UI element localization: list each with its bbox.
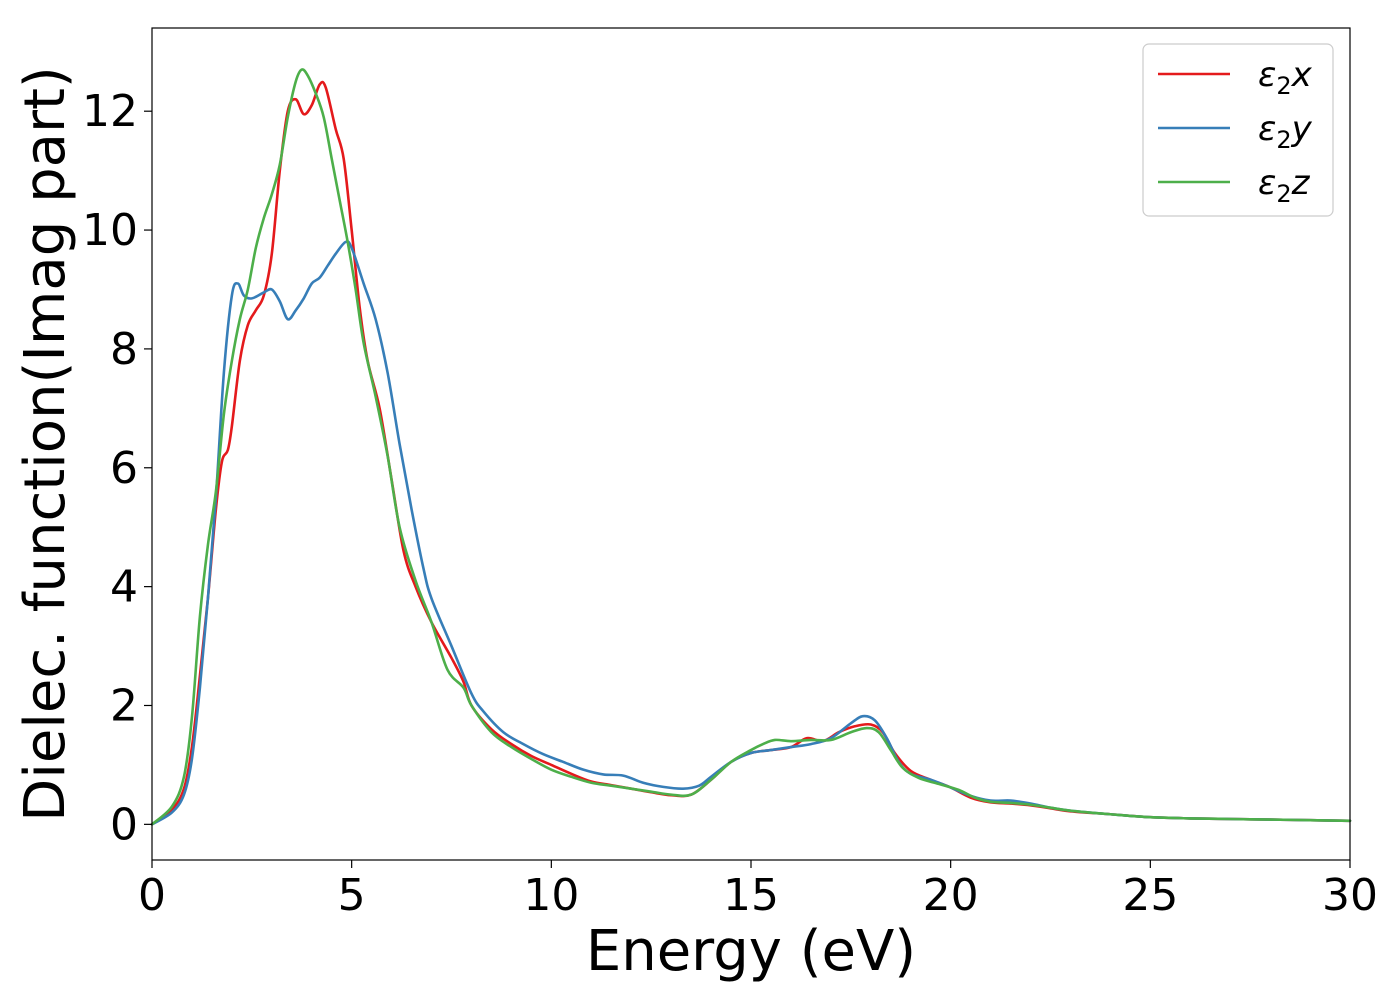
y-tick-label: 0 — [110, 799, 138, 850]
legend-label-x: ε2x — [1258, 55, 1313, 100]
y-axis-label: Dielec. function(Imag part) — [13, 66, 78, 822]
x-axis-ticks: 0 5 10 15 20 25 30 — [138, 860, 1378, 921]
y-tick-label: 12 — [82, 86, 138, 137]
series-line-y — [150, 240, 1352, 826]
x-tick-label: 10 — [523, 870, 579, 921]
legend-label-y: ε2y — [1258, 109, 1313, 154]
x-tick-label: 25 — [1122, 870, 1178, 921]
y-tick-label: 10 — [82, 205, 138, 256]
legend-items: ε2x ε2y ε2z — [1158, 55, 1313, 208]
x-tick-label: 20 — [923, 870, 979, 921]
x-tick-label: 0 — [138, 870, 166, 921]
legend-label-z: ε2z — [1258, 163, 1311, 208]
y-tick-label: 4 — [110, 562, 138, 613]
plot-lines — [150, 68, 1352, 826]
x-tick-label: 5 — [338, 870, 366, 921]
legend: ε2x ε2y ε2z — [1142, 43, 1334, 217]
y-tick-label: 6 — [110, 443, 138, 494]
y-tick-label: 2 — [110, 680, 138, 731]
x-axis-label: Energy (eV) — [586, 919, 916, 984]
y-axis-ticks: 0 2 4 6 8 10 12 — [82, 86, 152, 850]
y-tick-label: 8 — [110, 324, 138, 375]
x-tick-label: 15 — [723, 870, 779, 921]
series-line-z — [150, 68, 1352, 826]
legend-box — [1142, 43, 1334, 217]
x-tick-label: 30 — [1322, 870, 1378, 921]
